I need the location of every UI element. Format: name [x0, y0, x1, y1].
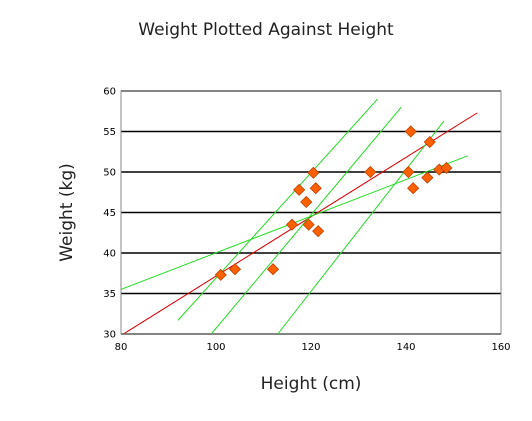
y-axis-label: Weight (kg)	[57, 163, 77, 262]
data-point	[293, 183, 306, 196]
data-point	[364, 165, 377, 179]
data-point	[402, 165, 415, 179]
band-line	[177, 98, 378, 321]
data-point	[307, 166, 320, 179]
data-point	[285, 218, 299, 231]
data-point	[404, 125, 417, 138]
data-point	[423, 135, 436, 149]
y-tick-label: 40	[103, 249, 116, 260]
chart-title: Weight Plotted Against Height	[138, 20, 394, 40]
data-point	[302, 218, 315, 231]
x-tick-label: 80	[115, 342, 128, 353]
y-tick-label: 45	[103, 208, 116, 219]
data-point	[228, 263, 242, 276]
y-tick-labels: 30 35 40 45 50 55 60	[103, 87, 116, 341]
data-point	[440, 161, 453, 175]
data-point	[300, 195, 313, 209]
y-tick-label: 60	[103, 87, 116, 98]
x-tick-labels: 80 100 120 140 160	[115, 342, 511, 353]
y-tick-label: 50	[103, 168, 116, 179]
x-tick-label: 100	[206, 342, 225, 353]
data-point	[421, 171, 434, 184]
y-tick-label: 35	[103, 289, 116, 300]
x-tick-label: 140	[396, 342, 415, 353]
data-points	[214, 125, 453, 281]
regression-line	[123, 112, 478, 334]
band-line	[210, 106, 402, 334]
y-tick-label: 30	[103, 330, 116, 341]
grid-lines	[121, 90, 501, 335]
data-point	[214, 268, 227, 281]
data-point	[407, 182, 420, 195]
x-tick-label: 120	[301, 342, 320, 353]
band-line	[277, 120, 445, 334]
y-tick-label: 55	[103, 127, 116, 138]
data-point	[312, 225, 325, 238]
data-point	[266, 263, 280, 276]
x-axis-label: Height (cm)	[261, 374, 362, 394]
x-tick-label: 160	[491, 342, 510, 353]
data-point	[309, 182, 322, 195]
plot-frame	[120, 90, 502, 335]
fit-lines	[121, 98, 478, 334]
